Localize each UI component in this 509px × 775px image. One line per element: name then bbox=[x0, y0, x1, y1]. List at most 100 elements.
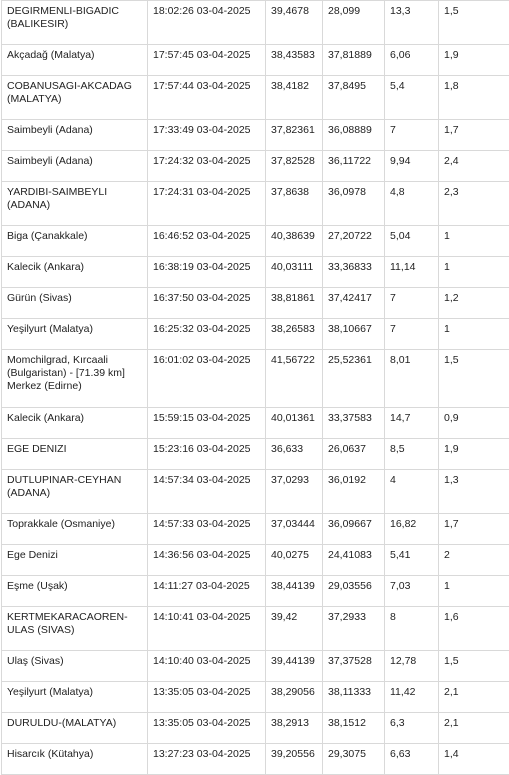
time-cell: 16:37:50 03-04-2025 bbox=[148, 288, 266, 319]
depth-cell: 7 bbox=[385, 319, 439, 350]
location-cell: Toprakkale (Osmaniye) bbox=[2, 514, 148, 545]
latitude-cell: 37,03444 bbox=[266, 514, 323, 545]
location-cell: DURULDU-(MALATYA) bbox=[2, 713, 148, 744]
longitude-cell: 36,11722 bbox=[323, 151, 385, 182]
depth-cell: 6,63 bbox=[385, 744, 439, 775]
depth-cell: 6,06 bbox=[385, 45, 439, 76]
latitude-cell: 38,4182 bbox=[266, 76, 323, 120]
magnitude-cell: 2,1 bbox=[439, 682, 509, 713]
table-row: KERTMEKARACAOREN-ULAS (SIVAS)14:10:41 03… bbox=[2, 607, 509, 651]
time-cell: 13:27:23 03-04-2025 bbox=[148, 744, 266, 775]
location-cell: Kalecik (Ankara) bbox=[2, 257, 148, 288]
longitude-cell: 38,1512 bbox=[323, 713, 385, 744]
location-cell: Yeşilyurt (Malatya) bbox=[2, 682, 148, 713]
depth-cell: 5,4 bbox=[385, 76, 439, 120]
latitude-cell: 37,8638 bbox=[266, 182, 323, 226]
location-cell: Eşme (Uşak) bbox=[2, 576, 148, 607]
table-row: COBANUSAGI-AKCADAG (MALATYA)17:57:44 03-… bbox=[2, 76, 509, 120]
time-cell: 16:25:32 03-04-2025 bbox=[148, 319, 266, 350]
time-cell: 14:57:33 03-04-2025 bbox=[148, 514, 266, 545]
time-cell: 17:24:31 03-04-2025 bbox=[148, 182, 266, 226]
magnitude-cell: 1,5 bbox=[439, 1, 509, 45]
depth-cell: 7,03 bbox=[385, 576, 439, 607]
location-cell: Hisarcık (Kütahya) bbox=[2, 744, 148, 775]
depth-cell: 7 bbox=[385, 120, 439, 151]
magnitude-cell: 1 bbox=[439, 257, 509, 288]
location-cell: KERTMEKARACAOREN-ULAS (SIVAS) bbox=[2, 607, 148, 651]
time-cell: 15:23:16 03-04-2025 bbox=[148, 439, 266, 470]
depth-cell: 8 bbox=[385, 607, 439, 651]
table-row: DUTLUPINAR-CEYHAN (ADANA)14:57:34 03-04-… bbox=[2, 470, 509, 514]
depth-cell: 16,82 bbox=[385, 514, 439, 545]
location-cell: Saimbeyli (Adana) bbox=[2, 151, 148, 182]
depth-cell: 4 bbox=[385, 470, 439, 514]
location-cell: COBANUSAGI-AKCADAG (MALATYA) bbox=[2, 76, 148, 120]
time-cell: 17:24:32 03-04-2025 bbox=[148, 151, 266, 182]
location-cell: Saimbeyli (Adana) bbox=[2, 120, 148, 151]
depth-cell: 12,78 bbox=[385, 651, 439, 682]
longitude-cell: 37,81889 bbox=[323, 45, 385, 76]
longitude-cell: 37,42417 bbox=[323, 288, 385, 319]
time-cell: 16:01:02 03-04-2025 bbox=[148, 350, 266, 408]
longitude-cell: 26,0637 bbox=[323, 439, 385, 470]
magnitude-cell: 1,9 bbox=[439, 439, 509, 470]
longitude-cell: 36,08889 bbox=[323, 120, 385, 151]
depth-cell: 9,94 bbox=[385, 151, 439, 182]
longitude-cell: 24,41083 bbox=[323, 545, 385, 576]
latitude-cell: 37,0293 bbox=[266, 470, 323, 514]
location-cell: Momchilgrad, Kırcaali (Bulgaristan) - [7… bbox=[2, 350, 148, 408]
magnitude-cell: 2 bbox=[439, 545, 509, 576]
location-cell: Ulaş (Sivas) bbox=[2, 651, 148, 682]
time-cell: 17:57:45 03-04-2025 bbox=[148, 45, 266, 76]
depth-cell: 7 bbox=[385, 288, 439, 319]
longitude-cell: 36,0978 bbox=[323, 182, 385, 226]
magnitude-cell: 1,5 bbox=[439, 350, 509, 408]
longitude-cell: 29,3075 bbox=[323, 744, 385, 775]
latitude-cell: 40,38639 bbox=[266, 226, 323, 257]
time-cell: 16:46:52 03-04-2025 bbox=[148, 226, 266, 257]
time-cell: 18:02:26 03-04-2025 bbox=[148, 1, 266, 45]
location-cell: Ege Denizi bbox=[2, 545, 148, 576]
latitude-cell: 38,44139 bbox=[266, 576, 323, 607]
depth-cell: 5,41 bbox=[385, 545, 439, 576]
time-cell: 17:57:44 03-04-2025 bbox=[148, 76, 266, 120]
latitude-cell: 38,26583 bbox=[266, 319, 323, 350]
magnitude-cell: 1,2 bbox=[439, 288, 509, 319]
longitude-cell: 37,2933 bbox=[323, 607, 385, 651]
table-row: YARDIBI-SAIMBEYLI (ADANA)17:24:31 03-04-… bbox=[2, 182, 509, 226]
magnitude-cell: 1,3 bbox=[439, 470, 509, 514]
time-cell: 13:35:05 03-04-2025 bbox=[148, 682, 266, 713]
longitude-cell: 36,09667 bbox=[323, 514, 385, 545]
depth-cell: 8,01 bbox=[385, 350, 439, 408]
latitude-cell: 38,2913 bbox=[266, 713, 323, 744]
location-cell: DUTLUPINAR-CEYHAN (ADANA) bbox=[2, 470, 148, 514]
time-cell: 14:11:27 03-04-2025 bbox=[148, 576, 266, 607]
magnitude-cell: 1,6 bbox=[439, 607, 509, 651]
depth-cell: 8,5 bbox=[385, 439, 439, 470]
location-cell: Kalecik (Ankara) bbox=[2, 408, 148, 439]
time-cell: 16:38:19 03-04-2025 bbox=[148, 257, 266, 288]
location-cell: DEGIRMENLI-BIGADIC (BALIKESIR) bbox=[2, 1, 148, 45]
longitude-cell: 37,8495 bbox=[323, 76, 385, 120]
longitude-cell: 36,0192 bbox=[323, 470, 385, 514]
latitude-cell: 36,633 bbox=[266, 439, 323, 470]
latitude-cell: 40,0275 bbox=[266, 545, 323, 576]
location-cell: Yeşilyurt (Malatya) bbox=[2, 319, 148, 350]
magnitude-cell: 0,9 bbox=[439, 408, 509, 439]
depth-cell: 11,14 bbox=[385, 257, 439, 288]
depth-cell: 11,42 bbox=[385, 682, 439, 713]
depth-cell: 4,8 bbox=[385, 182, 439, 226]
latitude-cell: 39,44139 bbox=[266, 651, 323, 682]
latitude-cell: 37,82528 bbox=[266, 151, 323, 182]
latitude-cell: 40,01361 bbox=[266, 408, 323, 439]
longitude-cell: 37,37528 bbox=[323, 651, 385, 682]
depth-cell: 6,3 bbox=[385, 713, 439, 744]
